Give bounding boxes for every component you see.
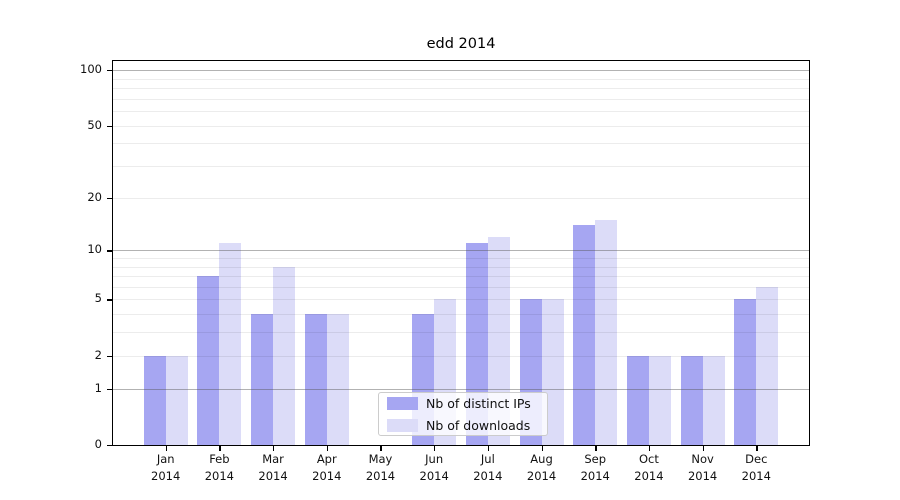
x-axis-label-aug: Aug 2014: [526, 452, 557, 483]
x-tick-mark-aug: [541, 446, 543, 451]
gridline-6: [113, 286, 809, 288]
bar-distinct-ips-dec: [734, 299, 757, 445]
x-axis-label-mar: Mar 2014: [258, 452, 288, 483]
bar-distinct-ips-apr: [304, 314, 327, 445]
gridline-7: [113, 276, 809, 278]
y-axis-label-50: 50: [87, 117, 102, 132]
legend: Nb of distinct IPs Nb of downloads: [378, 392, 548, 436]
x-tick-mark-jun: [434, 446, 436, 451]
bar-downloads-oct: [648, 355, 671, 445]
x-axis-label-apr: Apr 2014: [312, 452, 342, 483]
x-tick-mark-feb: [219, 446, 221, 451]
plot-area: [112, 60, 810, 446]
gridline-70: [113, 98, 809, 100]
gridline-9: [113, 258, 809, 259]
gridline-90: [113, 78, 809, 80]
x-tick-mark-mar: [273, 446, 275, 451]
legend-item-distinct-ips: Nb of distinct IPs: [387, 396, 537, 411]
y-axis-label-10: 10: [87, 242, 102, 257]
bar-downloads-apr: [326, 314, 349, 445]
gridline-40: [113, 143, 809, 145]
gridline-10: [113, 250, 809, 252]
x-axis-label-jul: Jul 2014: [473, 452, 503, 483]
x-tick-mark-nov: [702, 446, 704, 451]
x-axis-label-jun: Jun 2014: [419, 452, 449, 483]
bar-distinct-ips-nov: [680, 355, 703, 445]
bar-downloads-nov: [702, 355, 725, 445]
gridline-100: [113, 70, 809, 72]
bar-downloads-jan: [165, 355, 188, 445]
x-tick-mark-oct: [648, 446, 651, 451]
x-axis-label-may: May 2014: [365, 452, 396, 483]
gridline-50: [113, 125, 809, 127]
y-axis-label-1: 1: [94, 380, 102, 395]
y-axis-label-5: 5: [94, 291, 102, 306]
x-tick-mark-jan: [165, 446, 167, 451]
bar-distinct-ips-oct: [626, 355, 649, 445]
gridline-3: [113, 332, 809, 334]
y-tick-mark-100: [107, 70, 112, 72]
legend-swatch-downloads: [387, 418, 418, 432]
bar-distinct-ips-mar: [251, 314, 274, 445]
gridline-2: [113, 355, 809, 357]
y-tick-mark-2: [107, 355, 112, 358]
y-axis-label-20: 20: [87, 189, 102, 204]
x-axis-label-dec: Dec 2014: [741, 452, 771, 483]
x-tick-mark-jul: [487, 446, 490, 451]
legend-item-downloads: Nb of downloads: [387, 418, 537, 433]
x-tick-mark-may: [380, 446, 382, 451]
y-tick-mark-50: [107, 125, 112, 127]
bar-downloads-sep: [595, 219, 618, 445]
bar-downloads-mar: [273, 266, 296, 445]
y-axis-label-0: 0: [94, 437, 102, 451]
legend-swatch-distinct-ips: [387, 396, 418, 410]
x-axis-label-oct: Oct 2014: [634, 452, 664, 483]
bar-downloads-dec: [756, 286, 779, 445]
y-tick-mark-5: [107, 299, 112, 301]
bar-downloads-feb: [219, 243, 242, 445]
bar-distinct-ips-sep: [573, 225, 596, 445]
x-axis-label-sep: Sep 2014: [580, 452, 610, 483]
x-axis-label-jan: Jan 2014: [151, 452, 181, 483]
gridline-60: [113, 111, 809, 113]
bar-distinct-ips-feb: [197, 276, 220, 445]
y-tick-mark-20: [107, 197, 112, 200]
gridline-1: [113, 388, 809, 390]
gridline-20: [113, 197, 809, 199]
gridline-4: [113, 314, 809, 316]
x-axis-label-feb: Feb 2014: [204, 452, 235, 483]
gridline-80: [113, 88, 809, 90]
y-tick-mark-0: [107, 445, 112, 447]
bar-distinct-ips-jan: [143, 355, 166, 445]
x-tick-mark-dec: [756, 446, 758, 451]
y-axis-label-2: 2: [94, 347, 102, 362]
chart-title: edd 2014: [426, 36, 496, 52]
x-tick-mark-sep: [595, 446, 597, 451]
y-tick-mark-10: [107, 250, 112, 252]
legend-label-distinct-ips: Nb of distinct IPs: [426, 395, 531, 411]
x-axis-label-nov: Nov 2014: [687, 452, 718, 483]
x-tick-mark-apr: [326, 446, 329, 451]
legend-label-downloads: Nb of downloads: [426, 417, 531, 433]
y-axis-label-100: 100: [80, 62, 102, 77]
gridline-8: [113, 266, 809, 268]
y-tick-mark-1: [107, 388, 112, 390]
gridline-30: [113, 166, 809, 168]
gridline-5: [113, 299, 809, 301]
